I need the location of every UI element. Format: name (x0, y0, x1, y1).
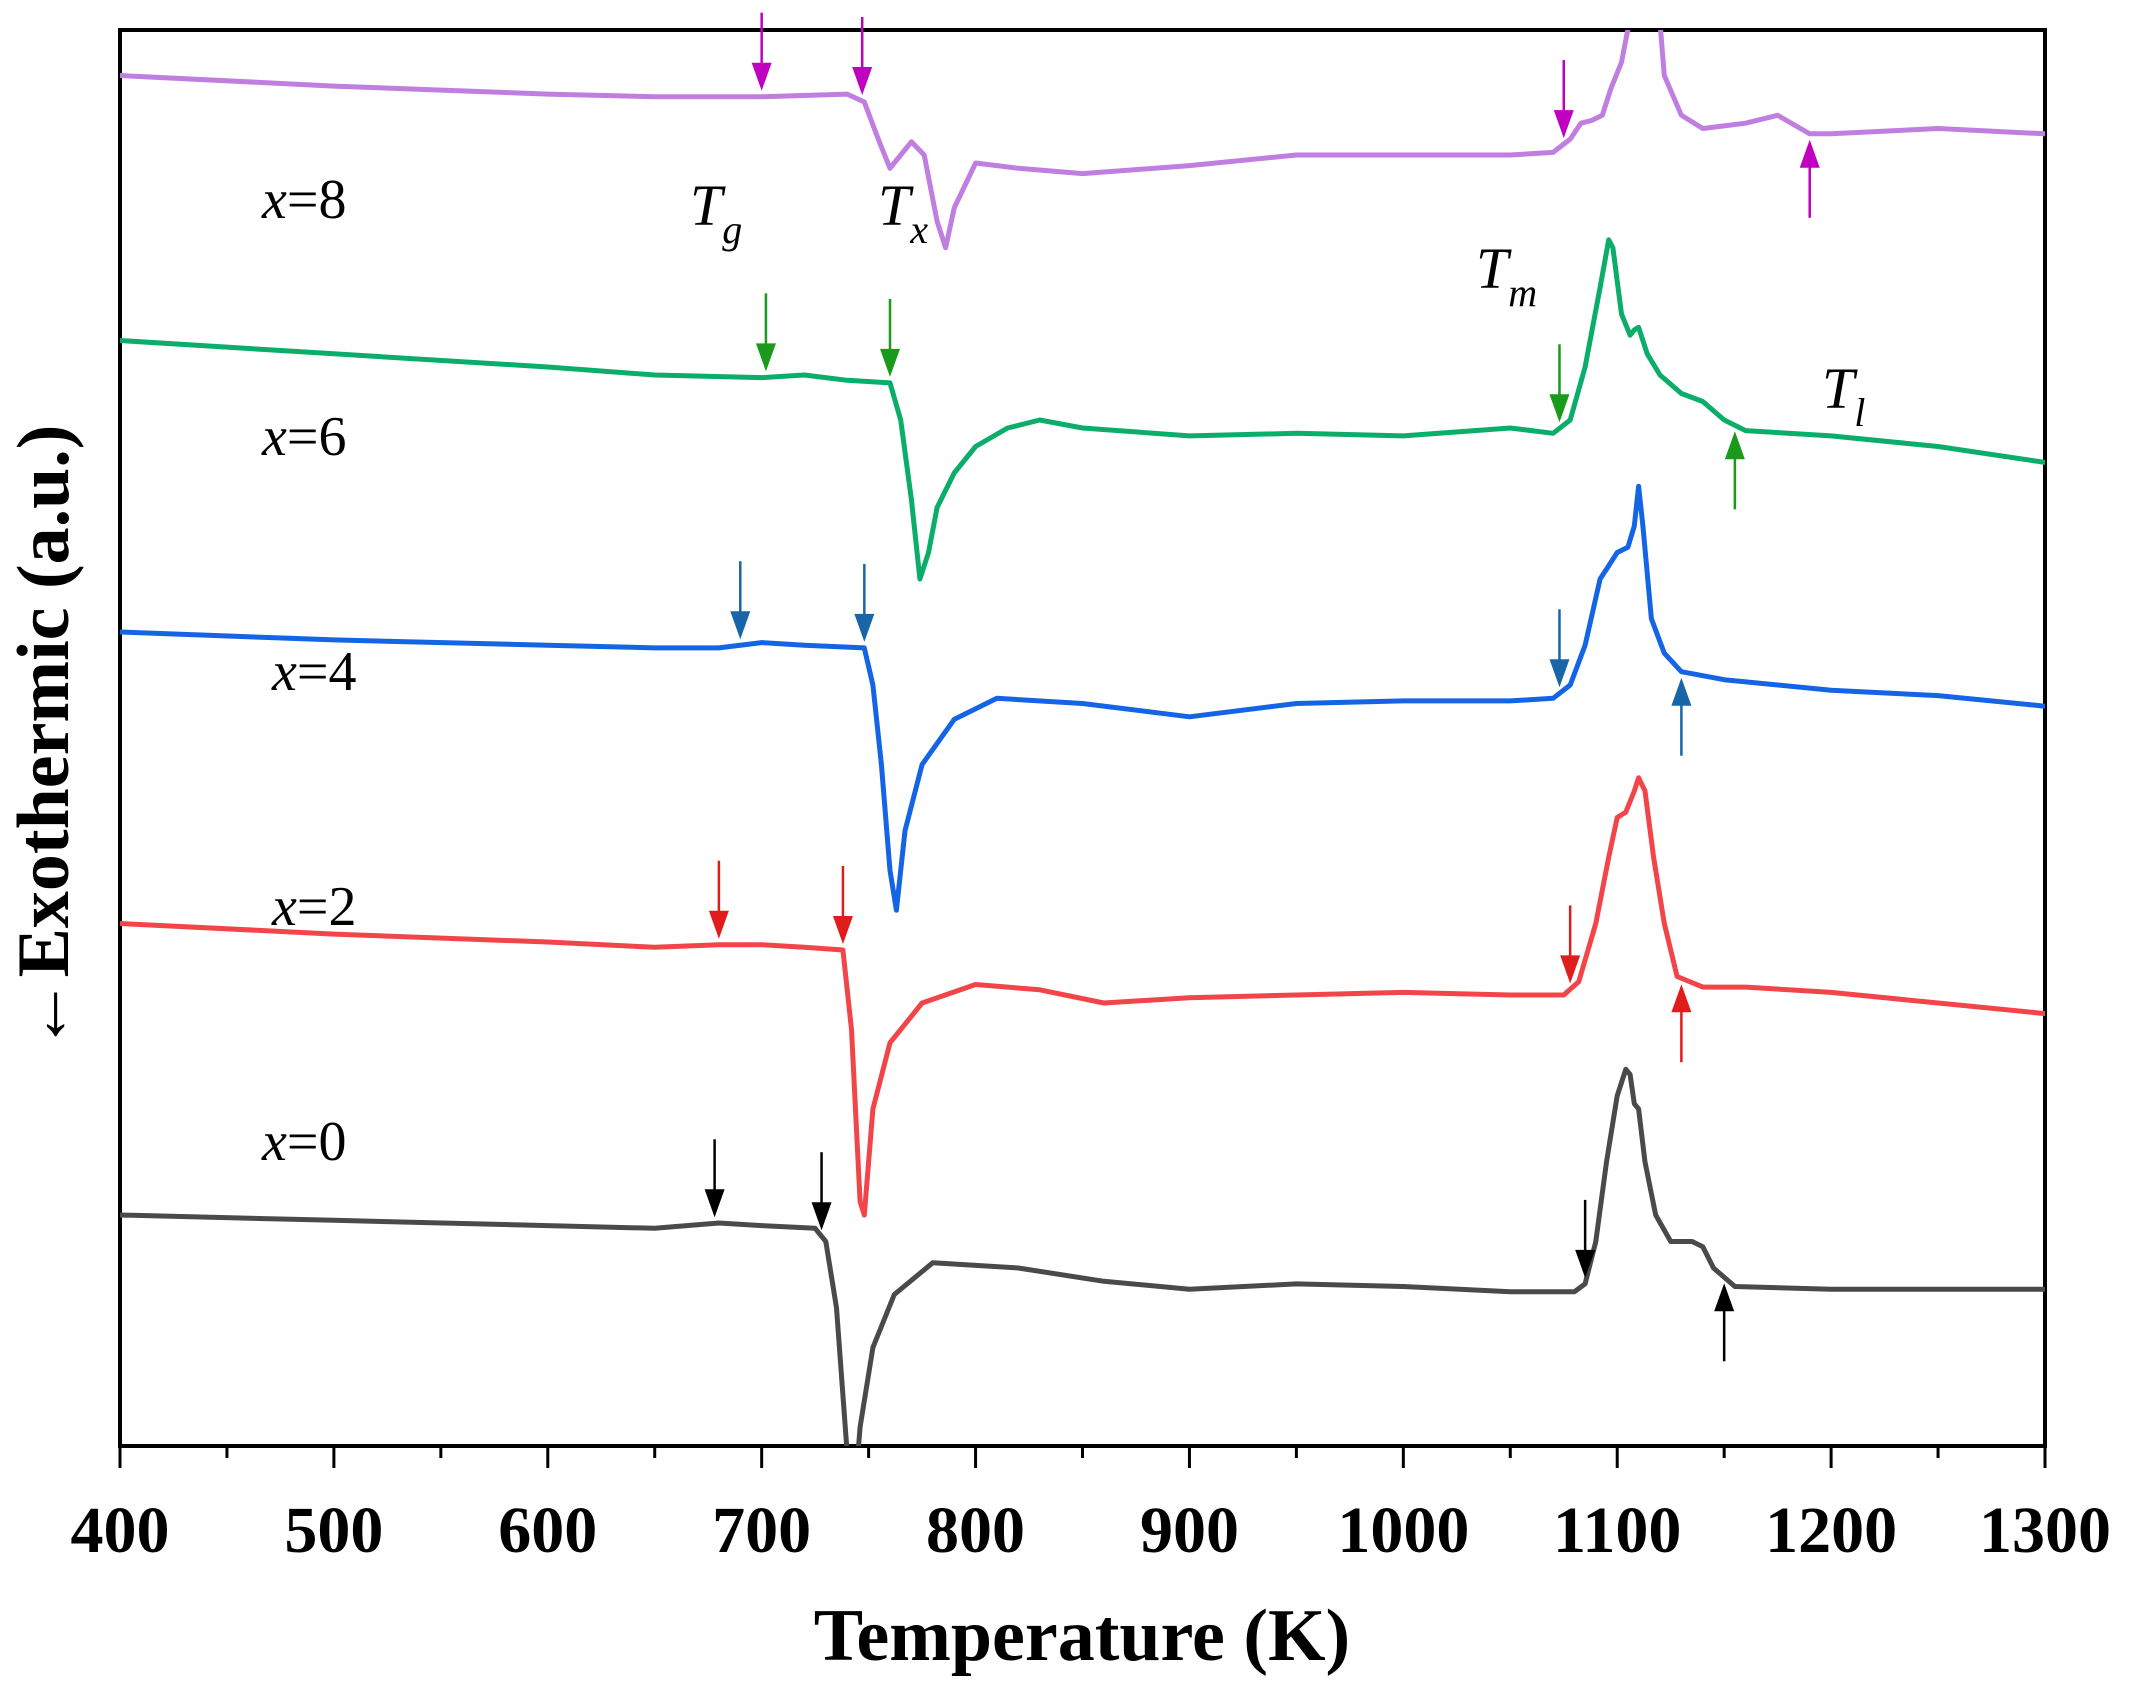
series-label-x6: x=6 (261, 406, 346, 468)
x-axis-ticks (118, 1446, 2047, 1468)
tx-arrow-x6 (880, 298, 900, 377)
x-tick-label: 900 (1140, 1494, 1239, 1567)
y-axis-title: ←Exothermic (a.u.) (3, 425, 85, 1052)
series-label-x2: x=2 (271, 876, 356, 938)
transition-arrows (704, 12, 1820, 1362)
plot-frame (118, 28, 2047, 1448)
series-label-x0: x=0 (261, 1111, 346, 1173)
tg-arrow-x4 (730, 561, 751, 640)
tx-arrow-x4 (854, 563, 875, 642)
tl-arrow-x2 (1671, 984, 1692, 1063)
tm-label: Tm (1476, 236, 1537, 315)
tg-arrow-x8 (751, 12, 772, 91)
series-label-x4: x=4 (271, 641, 356, 703)
tx-arrow-x8 (852, 17, 873, 96)
dsc-curve-x8 (120, 30, 2045, 251)
tm-arrow-x6 (1549, 344, 1570, 423)
tx-label: Tx (878, 173, 928, 252)
tx-arrow-x0 (811, 1152, 832, 1231)
x-tick-label: 800 (926, 1494, 1025, 1567)
dsc-curve-x2 (120, 775, 2045, 1218)
dsc-curve-x6 (120, 237, 2045, 582)
x-tick-label: 500 (284, 1494, 383, 1567)
tg-arrow-x6 (755, 293, 776, 372)
series-lines (120, 30, 2045, 1446)
tm-arrow-x4 (1549, 609, 1570, 688)
x-axis-tick-labels: 400 500 600 700 800 900 1000 1100 1200 1300 (71, 1494, 2112, 1567)
tm-arrow-x2 (1560, 905, 1581, 984)
tl-arrow-x8 (1799, 139, 1820, 218)
x-tick-label: 1300 (1979, 1494, 2111, 1567)
x-axis-title: Temperature (K) (814, 1595, 1350, 1677)
series-labels: x=8 x=6 x=4 x=2 x=0 (261, 169, 356, 1173)
dsc-curve-x4 (120, 483, 2045, 913)
x-tick-label: 1200 (1765, 1494, 1897, 1567)
tg-arrow-x2 (708, 860, 729, 939)
tl-arrow-x6 (1724, 431, 1745, 510)
tm-arrow-x8 (1553, 60, 1574, 139)
dsc-curve-x0 (120, 1066, 2045, 1446)
x-tick-label: 700 (712, 1494, 811, 1567)
x-tick-label: 600 (498, 1494, 597, 1567)
tg-arrow-x0 (704, 1139, 725, 1218)
tg-label: Tg (690, 173, 742, 252)
tl-label: Tl (1822, 356, 1865, 435)
tm-arrow-x0 (1575, 1199, 1596, 1278)
tl-arrow-x4 (1671, 677, 1692, 756)
x-tick-label: 1000 (1337, 1494, 1469, 1567)
x-tick-label: 400 (71, 1494, 170, 1567)
x-tick-label: 1100 (1553, 1494, 1681, 1567)
series-label-x8: x=8 (261, 169, 346, 231)
tx-arrow-x2 (832, 866, 853, 944)
tl-arrow-x0 (1714, 1283, 1735, 1362)
